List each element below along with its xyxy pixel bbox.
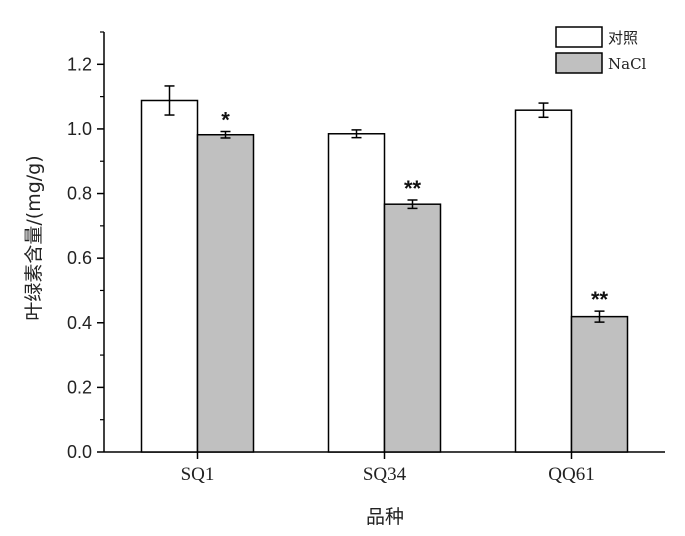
x-tick-label: SQ1	[181, 464, 215, 485]
x-tick-label: SQ34	[363, 464, 407, 485]
y-tick-label: 0.2	[67, 377, 92, 397]
bar-control	[327, 133, 386, 453]
y-tick-label: 0.4	[67, 313, 92, 333]
chart-bars	[140, 85, 629, 453]
bar-control	[140, 99, 199, 453]
x-axis-title: 品种	[366, 506, 404, 528]
y-tick-label: 1.0	[67, 119, 92, 139]
y-tick-label: 0.6	[67, 248, 92, 268]
x-tick-label: QQ61	[548, 464, 594, 485]
bar-control	[514, 109, 573, 453]
bar-nacl	[383, 203, 442, 453]
y-tick-label: 0.8	[67, 184, 92, 204]
bar-nacl	[196, 133, 255, 453]
legend-swatch-nacl	[555, 52, 603, 74]
bar-nacl	[570, 315, 629, 453]
chart-labels: 0.0 0.2 0.4 0.6 0.8 1.0 1.2 SQ1 * SQ34 ** QQ61 **	[67, 54, 609, 485]
significance-marker: **	[404, 176, 422, 201]
significance-marker: *	[221, 108, 230, 133]
legend: 对照 NaCl	[555, 26, 647, 74]
legend-label-control: 对照	[608, 29, 638, 47]
legend-swatch-control	[555, 26, 603, 48]
y-tick-label: 1.2	[67, 54, 92, 74]
y-tick-label: 0.0	[67, 442, 92, 462]
y-axis-title: 叶绿素含量/(mg/g)	[23, 155, 45, 320]
legend-label-nacl: NaCl	[608, 55, 647, 73]
significance-marker: **	[591, 287, 609, 312]
